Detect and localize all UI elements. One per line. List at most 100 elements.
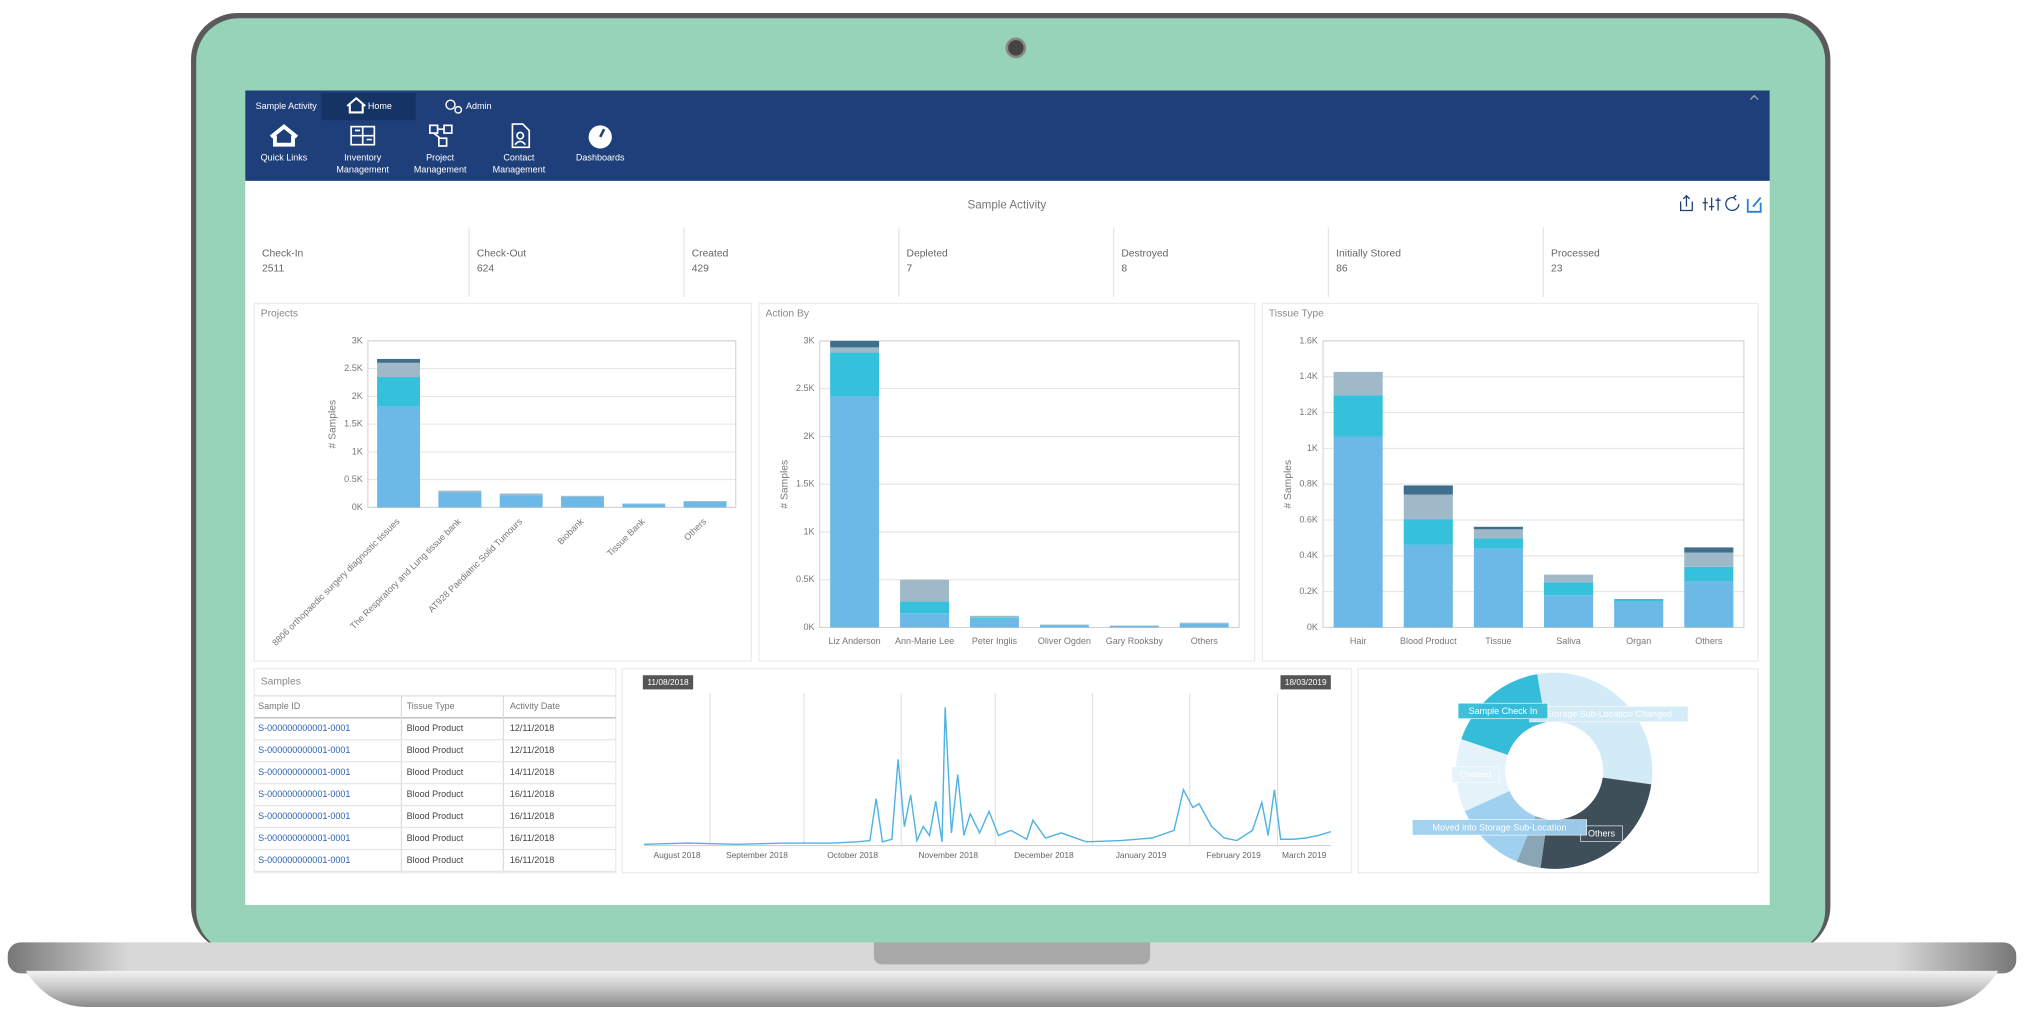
x-tick-label: Organ [1626,636,1651,646]
x-tick-label: Blood Product [1400,636,1457,646]
y-axis-label: # Samples [780,460,791,509]
bar-segment [1179,623,1229,628]
bar-segment [830,396,880,628]
nav-tab[interactable]: Admin [466,101,492,111]
bar-segment [438,492,482,508]
collapse-icon[interactable] [1749,94,1759,100]
dashboards-icon[interactable] [588,125,612,149]
ribbon-label[interactable]: Contact [503,153,535,163]
kpi-label: Check-Out [477,248,526,259]
project-icon[interactable] [429,124,453,147]
bar-segment [622,503,666,505]
inventory-icon[interactable] [350,125,376,146]
ribbon-label[interactable]: Management [493,164,546,174]
donut-label: Created [1459,770,1491,780]
sample-id-link[interactable]: S-000000000001-0001 [258,723,350,733]
sample-id-link[interactable]: S-000000000001-0001 [258,789,350,799]
export-icon[interactable] [1679,194,1693,212]
bar-segment [683,500,727,502]
edit-icon[interactable] [1746,197,1762,213]
donut-label-bg [1457,702,1549,720]
bar-segment [1473,526,1523,530]
bar-segment [1614,598,1664,602]
bar-segment [377,358,420,363]
sample-id-link[interactable]: S-000000000001-0001 [258,833,350,843]
bar-segment [1403,544,1453,628]
y-tick-label: 0K [1307,622,1318,632]
y-tick-label: 3K [352,335,363,345]
bar-segment [377,377,420,407]
ribbon-label[interactable]: Inventory [344,153,382,163]
table-cell: 12/11/2018 [510,745,554,755]
x-tick-label: September 2018 [726,850,788,860]
bar-segment [830,347,880,353]
range-marker-bg [642,675,694,690]
donut-label: Moved into Storage Sub-Location [1433,822,1567,832]
x-tick-label: Peter Inglis [972,636,1018,646]
refresh-icon[interactable] [1725,194,1740,212]
sample-id-link[interactable]: S-000000000001-0001 [258,767,350,777]
sample-id-link[interactable]: S-000000000001-0001 [258,745,350,755]
ribbon-label[interactable]: Quick Links [261,153,308,163]
chart-title: Projects [261,309,298,320]
y-tick-label: 0.4K [1299,550,1318,560]
donut-label-bg [1451,766,1500,783]
ribbon-label[interactable]: Management [336,164,389,174]
nav-tab[interactable]: Home [368,101,392,111]
sample-id-link[interactable]: S-000000000001-0001 [258,855,350,865]
sample-id-link[interactable]: S-000000000001-0001 [258,811,350,821]
x-tick-label: October 2018 [827,850,878,860]
bar-segment [1544,574,1594,583]
table-cell: Blood Product [407,855,464,865]
bar-segment [561,495,604,497]
chart-panel [621,668,1353,874]
bar-segment [1684,547,1734,553]
kpi-label: Check-In [262,248,304,259]
table-cell: Blood Product [407,745,464,755]
table-cell: Blood Product [407,811,464,821]
home-tab-bg [321,93,416,121]
bar-segment [438,490,482,493]
y-tick-label: 0K [803,622,814,632]
column-header[interactable]: Sample ID [258,701,301,711]
bar-segment [561,496,604,508]
nav-tab[interactable]: Sample Activity [256,101,318,111]
column-header[interactable]: Tissue Type [407,701,455,711]
quick-links-icon[interactable] [269,124,299,147]
bar-segment [969,618,1019,628]
filter-icon[interactable] [1702,197,1721,211]
y-tick-label: 0.5K [796,574,815,584]
y-tick-label: 0K [352,502,363,512]
bar-segment [1684,581,1734,628]
range-marker[interactable]: 18/03/2019 [1285,677,1327,687]
range-marker[interactable]: 11/08/2018 [647,677,689,687]
bar-segment [1614,601,1664,628]
table-cell: 14/11/2018 [510,767,554,777]
bar-segment [1333,436,1383,628]
ribbon-label[interactable]: Project [426,153,455,163]
kpi-value: 23 [1551,263,1563,274]
y-tick-label: 1.4K [1299,371,1318,381]
ribbon-label[interactable]: Management [414,164,467,174]
admin-icon [445,99,463,114]
column-header[interactable]: Activity Date [510,701,560,711]
chart-title: Tissue Type [1269,309,1324,320]
ribbon-label[interactable]: Dashboards [576,153,625,163]
kpi-label: Depleted [907,248,949,259]
chart-panel [1261,302,1759,662]
donut-segment [1537,672,1653,785]
laptop-base-bottom [25,970,1999,1007]
range-marker-bg [1280,675,1331,690]
bar-segment [377,362,420,378]
contact-icon[interactable] [511,123,531,149]
camera [1005,37,1027,59]
kpi-value: 8 [1121,263,1127,274]
table-cell: 16/11/2018 [510,833,554,843]
bar-segment [1039,625,1089,628]
bar-segment [1179,622,1229,624]
kpi-label: Destroyed [1121,248,1168,259]
kpi-value: 2511 [262,263,284,274]
chart-panel [758,302,1256,662]
chart-panel [253,302,752,662]
